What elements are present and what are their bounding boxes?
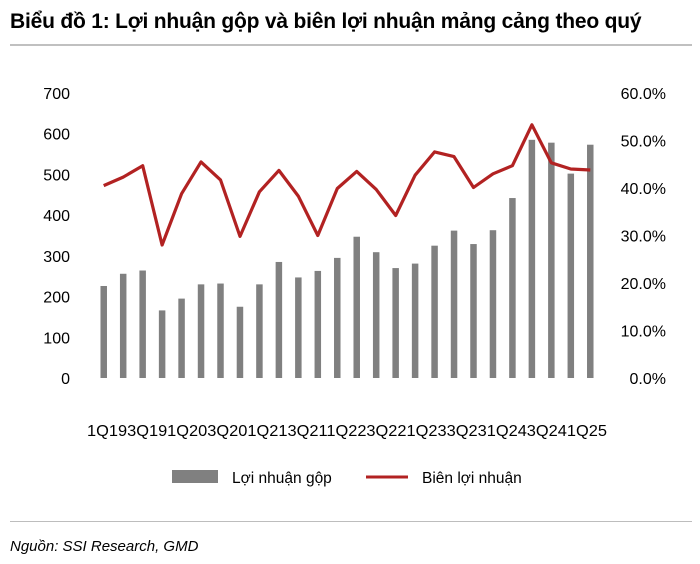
bar	[314, 270, 322, 378]
bar	[509, 198, 516, 378]
bar	[372, 252, 380, 378]
bar	[217, 283, 224, 378]
y-right-tick-label: 30.0%	[621, 229, 666, 246]
bar	[587, 144, 594, 378]
y-left-tick-label: 200	[43, 290, 70, 307]
bar	[158, 310, 166, 378]
bar	[236, 306, 244, 378]
y-left-tick-label: 0	[61, 371, 70, 388]
bar	[139, 270, 146, 378]
footer-divider	[10, 521, 692, 522]
bar	[334, 257, 341, 378]
x-tick-labels: 1Q193Q191Q203Q201Q213Q211Q223Q221Q233Q23…	[87, 423, 607, 440]
bar	[275, 261, 283, 378]
bar	[450, 230, 458, 378]
bar	[392, 268, 399, 378]
y-left-tick-label: 100	[43, 330, 70, 347]
bar	[353, 236, 360, 378]
bar	[295, 277, 302, 378]
chart: 0 100 200 300 400 500 600 700 0.0% 10.0% 20.0% 30.0…	[43, 86, 666, 487]
chart-title: Biểu đồ 1: Lợi nhuận gộp và biên lợi nhu…	[10, 10, 642, 33]
bar	[197, 284, 205, 378]
y-left-tick-label: 600	[43, 127, 70, 144]
bar	[567, 173, 575, 378]
y-right-tick-label: 60.0%	[621, 86, 666, 103]
y-right-tick-label: 20.0%	[621, 276, 666, 293]
bar	[119, 273, 127, 378]
margin-line	[103, 123, 591, 247]
title-divider	[10, 44, 692, 46]
y-left-tick-label: 400	[43, 208, 70, 225]
y-right-tick-label: 10.0%	[621, 324, 666, 341]
y-right-tick-label: 50.0%	[621, 134, 666, 151]
legend-swatch-bar	[172, 470, 218, 483]
bar	[528, 139, 536, 378]
y-left-tick-label: 700	[43, 86, 70, 103]
legend-label-line: Biên lợi nhuận	[422, 470, 522, 487]
bar	[256, 284, 263, 378]
bar	[470, 244, 477, 378]
bar	[411, 263, 419, 378]
bar	[489, 230, 497, 378]
bar	[100, 285, 107, 378]
bar	[178, 298, 185, 378]
legend-label-bar: Lợi nhuận gộp	[232, 470, 332, 487]
source-note: Nguồn: SSI Research, GMD	[10, 538, 199, 555]
bar	[431, 245, 438, 378]
y-right-tick-label: 40.0%	[621, 181, 666, 198]
y-left-tick-label: 300	[43, 249, 70, 266]
bar	[548, 142, 555, 378]
y-left-tick-label: 500	[43, 167, 70, 184]
y-right-tick-label: 0.0%	[630, 371, 666, 388]
